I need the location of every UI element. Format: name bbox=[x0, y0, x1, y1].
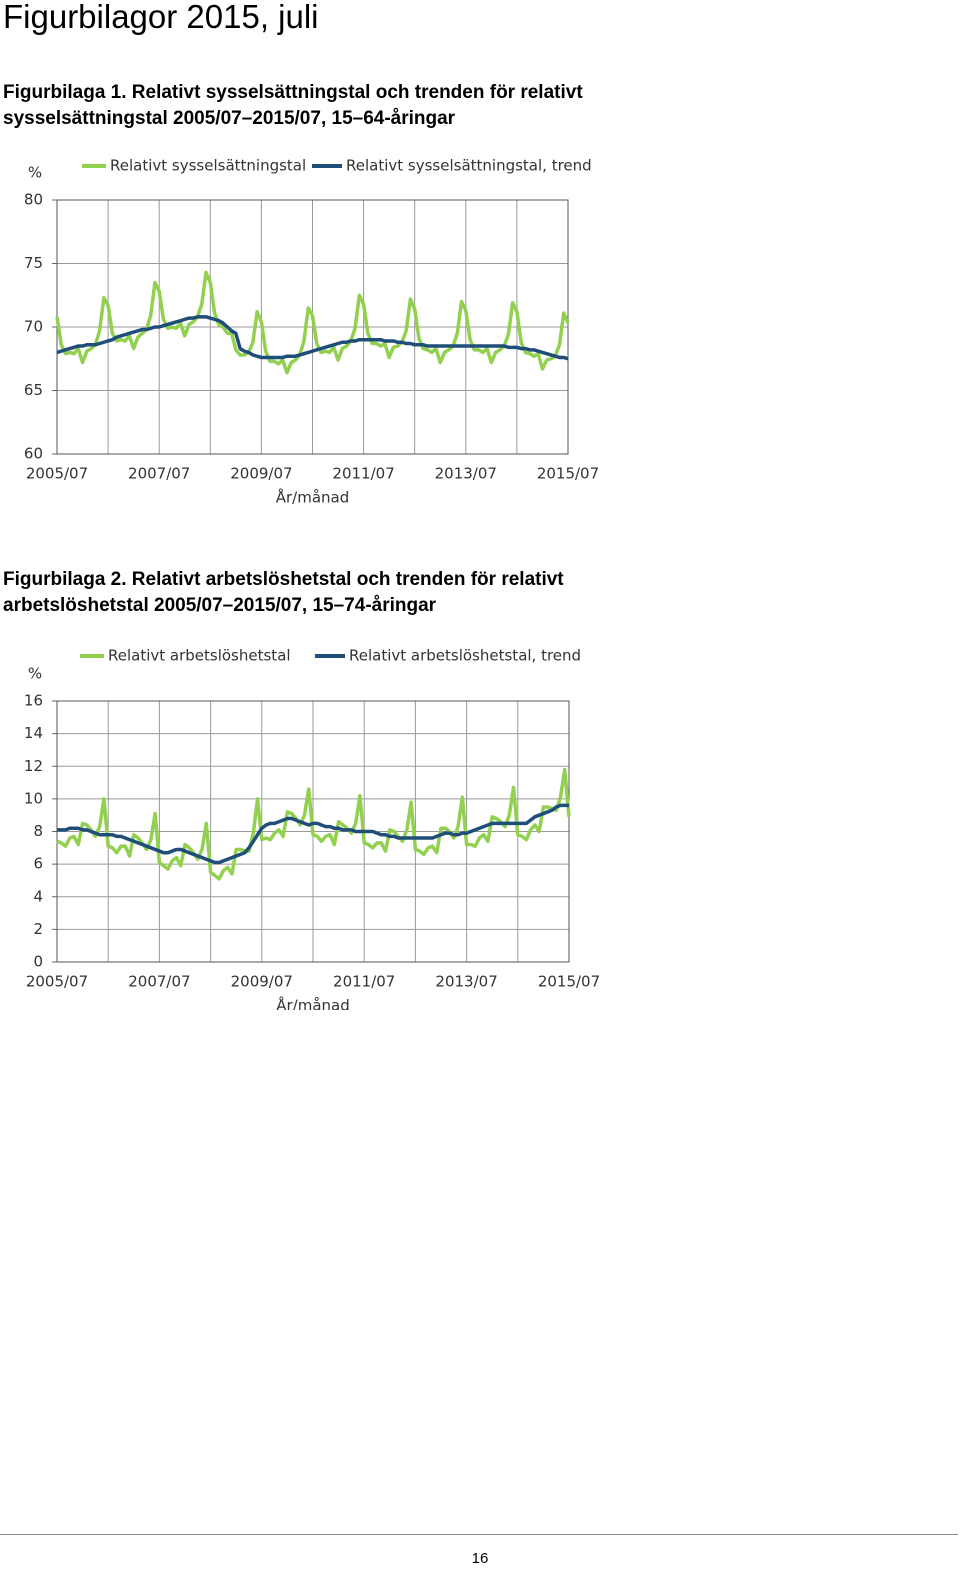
x-tick-label: 2009/07 bbox=[231, 973, 293, 991]
y-tick-label: 60 bbox=[24, 445, 43, 463]
x-tick-label: 2015/07 bbox=[538, 973, 600, 991]
y-tick-label: 65 bbox=[24, 381, 43, 399]
legend-label: Relativt sysselsättningstal bbox=[110, 157, 306, 175]
chart: 60 65 70 75 80 2005/07 2007/07 2009/07 2011/07 20… bbox=[24, 157, 599, 507]
page-number: 16 bbox=[471, 1550, 489, 1567]
legend-label: Relativt arbetslöshetstal bbox=[108, 647, 291, 665]
y-tick-label: 0 bbox=[33, 953, 43, 971]
y-tick-label: 16 bbox=[24, 692, 43, 710]
y-tick-label: 80 bbox=[24, 191, 43, 209]
x-tick-label: 2013/07 bbox=[435, 973, 497, 991]
legend-label: Relativt arbetslöshetstal, trend bbox=[349, 647, 581, 665]
data-line bbox=[56, 315, 569, 361]
y-axis-label: % bbox=[28, 164, 42, 182]
y-tick-label: 70 bbox=[24, 318, 43, 336]
x-tick-label: 2015/07 bbox=[537, 465, 599, 483]
data-line bbox=[55, 270, 570, 375]
y-tick-label: 2 bbox=[33, 920, 43, 938]
y-tick-label: 14 bbox=[24, 724, 43, 742]
x-tick-label: 2007/07 bbox=[128, 973, 190, 991]
y-tick-label: 6 bbox=[33, 855, 43, 873]
y-tick-label: 8 bbox=[33, 822, 43, 840]
x-tick-label: 2005/07 bbox=[26, 973, 88, 991]
page-title: Figurbilagor 2015, juli bbox=[3, 0, 319, 35]
y-tick-label: 12 bbox=[24, 757, 43, 775]
y-tick-label: 75 bbox=[24, 254, 43, 272]
x-tick-label: 2011/07 bbox=[332, 465, 394, 483]
figure-caption: Figurbilaga 2. Relativt arbetslöshetstal… bbox=[3, 569, 564, 616]
x-tick-label: 2005/07 bbox=[26, 465, 88, 483]
x-tick-label: 2009/07 bbox=[230, 465, 292, 483]
chart: 0 2 4 6 8 10 12 14 16 2005/07 2007/07 2009/07 2011/0… bbox=[24, 647, 600, 1011]
x-tick-label: 2007/07 bbox=[128, 465, 190, 483]
y-tick-label: 4 bbox=[33, 887, 43, 905]
x-tick-label: 2013/07 bbox=[435, 465, 497, 483]
figure-caption: Figurbilaga 1. Relativt sysselsättningst… bbox=[3, 82, 583, 129]
y-axis-label: % bbox=[28, 665, 42, 683]
x-tick-label: 2011/07 bbox=[333, 973, 395, 991]
legend-label: Relativt sysselsättningstal, trend bbox=[346, 157, 592, 175]
y-tick-label: 10 bbox=[24, 789, 43, 807]
footer-rule bbox=[0, 1534, 958, 1535]
x-axis-label: År/månad bbox=[276, 996, 350, 1011]
data-line bbox=[57, 803, 569, 865]
x-axis-label: År/månad bbox=[276, 488, 350, 507]
